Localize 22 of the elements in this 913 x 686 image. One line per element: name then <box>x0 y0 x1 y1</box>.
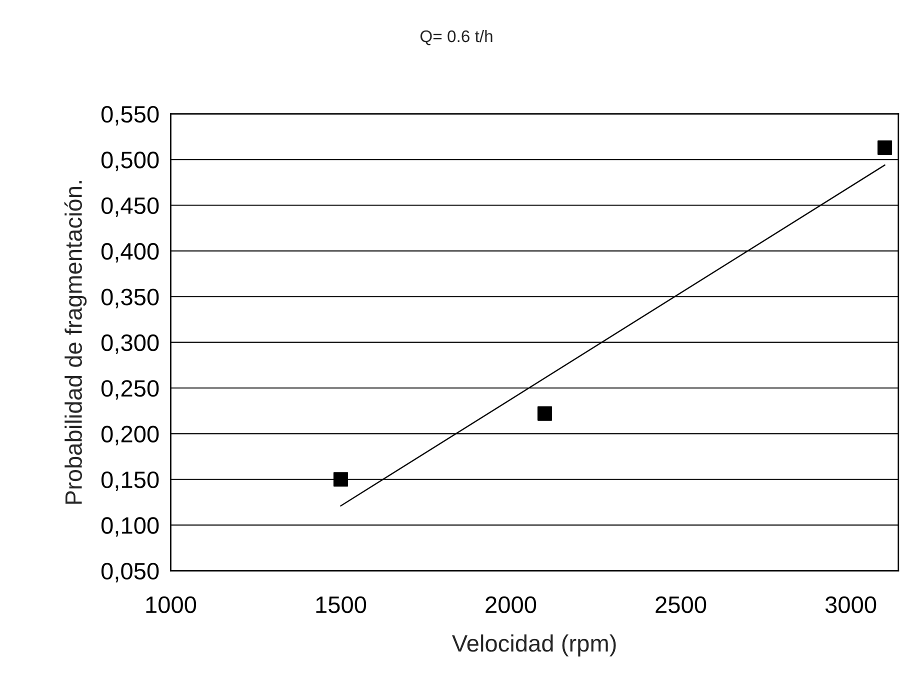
x-tick-label: 1500 <box>316 596 366 614</box>
y-tick-label: 0,500 <box>101 152 159 172</box>
point <box>878 140 892 155</box>
y-tick-label: 0,300 <box>101 334 159 354</box>
y-tick-label: 0,450 <box>101 197 159 217</box>
x-tick-label: 3000 <box>825 596 876 614</box>
y-tick-label: 0,200 <box>101 426 159 446</box>
x-tick-label: 1000 <box>146 596 196 614</box>
x-axis-title: Velocidad (rpm) <box>452 634 616 656</box>
x-tick-label: 2000 <box>486 596 536 614</box>
x-tick-label: 2500 <box>656 596 706 614</box>
y-tick-label: 0,250 <box>101 380 159 400</box>
y-tick-label: 0,400 <box>101 243 159 263</box>
y-tick-label: 0,550 <box>101 106 159 126</box>
y-axis-title: Probabilidad de fragmentación. <box>64 181 87 504</box>
point <box>333 472 348 487</box>
y-tick-label: 0,350 <box>101 288 159 308</box>
point <box>537 406 552 421</box>
y-tick-label: 0,100 <box>101 517 159 537</box>
chart-title: Q= 0.6 t/h <box>420 30 492 46</box>
y-tick-label: 0,150 <box>101 471 159 491</box>
y-tick-label: 0,050 <box>101 562 159 582</box>
